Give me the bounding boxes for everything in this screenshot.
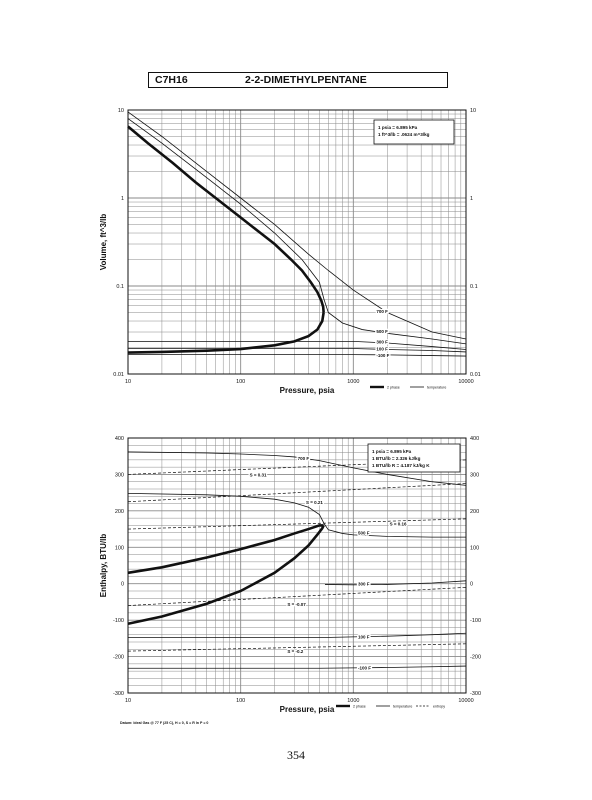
plot-frame [127, 437, 467, 694]
note-box [367, 443, 461, 473]
series-entropy [127, 483, 467, 503]
y-tick-label-left: 0.1 [116, 284, 124, 290]
x-tick-label: 10000 [458, 698, 473, 704]
y-tick-label-right: 100 [470, 545, 479, 551]
x-tick-label: 1000 [347, 698, 359, 704]
note-text: 1 BTU/lb R = 4.187 kJ/kg K [372, 463, 430, 468]
series-temperature [127, 118, 467, 345]
curve-label: -100 F [358, 666, 371, 671]
x-tick-label: 1000 [347, 379, 359, 385]
y-tick-label-left: -200 [113, 655, 124, 661]
x-tick-label: 10 [125, 379, 131, 385]
footnote: Datum: Ideal Gas @ 77 F (25 C), H = 0, S… [120, 721, 208, 725]
curve-label: S = -0.07 [287, 602, 306, 607]
x-tick-label: 10000 [458, 379, 473, 385]
page-number: 354 [287, 748, 305, 762]
y-tick-label-right: -100 [470, 618, 481, 624]
curve-label: 300 F [376, 339, 388, 344]
y-tick-label-left: -100 [113, 618, 124, 624]
series-temperature [127, 492, 466, 538]
series-temperature [128, 632, 467, 639]
y-tick-label-right: 200 [470, 509, 479, 515]
y-tick-label-left: 1 [121, 196, 124, 202]
legend-label: entropy [433, 705, 445, 709]
y-tick-label-left: 10 [118, 108, 124, 114]
curve-label: 500 F [376, 329, 388, 334]
x-axis-label: Pressure, psia [280, 386, 335, 395]
legend-label: temperature [427, 386, 446, 390]
note-text: 1 psia = 6.895 kPa [372, 449, 412, 454]
series-2-phase [127, 312, 325, 354]
y-tick-label-right: 400 [470, 436, 479, 442]
note-box [373, 119, 455, 145]
chemical-formula: C7H16 [155, 74, 188, 86]
curve-label: 300 F [358, 582, 370, 587]
series-temperature [127, 451, 467, 486]
plot-frame [127, 109, 467, 375]
curve-label: S = 0.21 [306, 500, 323, 505]
y-tick-label-right: 1 [470, 196, 473, 202]
y-tick-label-left: 400 [115, 436, 124, 442]
series-entropy [127, 518, 467, 530]
series-entropy [127, 587, 467, 606]
curve-label: S = 0.16 [390, 522, 407, 527]
series-temperature [128, 348, 467, 353]
series-2-phase [127, 125, 325, 313]
legend-label: 2 phase [387, 386, 400, 390]
y-axis-label: Volume, ft^3/lb [99, 214, 108, 271]
x-tick-label: 10 [125, 698, 131, 704]
y-tick-label-right: 0.01 [470, 372, 481, 378]
y-tick-label-left: 300 [115, 472, 124, 478]
series-entropy [127, 643, 467, 652]
series-2-phase [127, 524, 324, 575]
y-tick-label-left: 0 [121, 582, 124, 588]
plot-area [128, 438, 466, 693]
y-tick-label-right: 0 [470, 582, 473, 588]
y-tick-label-left: 200 [115, 509, 124, 515]
x-tick-label: 100 [236, 698, 245, 704]
series-temperature [324, 580, 467, 586]
chart-title-box: C7H16 2-2-DIMETHYLPENTANE [148, 72, 448, 88]
curve-label: 100 F [358, 635, 370, 640]
curve-label: S = 0.31 [250, 472, 267, 477]
series-temperature [128, 340, 467, 350]
y-tick-label-right: 0.1 [470, 284, 478, 290]
note-text: 1 ft^3/lb = .0624 m^3/kg [378, 132, 430, 137]
y-axis-label: Enthalpy, BTU/lb [99, 534, 108, 598]
curve-label: 100 F [376, 346, 388, 351]
x-axis-label: Pressure, psia [280, 705, 335, 714]
compound-name: 2-2-DIMETHYLPENTANE [245, 74, 367, 86]
legend-label: 2 phase [353, 705, 366, 709]
note-text: 1 BTU/lb = 2.326 kJ/kg [372, 456, 421, 461]
y-tick-label-left: 100 [115, 545, 124, 551]
series-2-phase [127, 524, 325, 626]
curve-label: 500 F [358, 531, 370, 536]
curve-label: 700 F [376, 309, 388, 314]
series-temperature [128, 354, 467, 357]
curve-label: 700 F [298, 456, 310, 461]
y-tick-label-left: -300 [113, 691, 124, 697]
series-temperature [128, 665, 467, 669]
y-tick-label-right: 300 [470, 472, 479, 478]
y-tick-label-right: 10 [470, 108, 476, 114]
series-temperature [127, 111, 467, 340]
y-tick-label-right: -300 [470, 691, 481, 697]
curve-label: S = -0.2 [287, 649, 303, 654]
note-text: 1 psia = 6.895 kPa [378, 125, 418, 130]
curve-label: -100 F [376, 353, 389, 358]
y-tick-label-left: 0.01 [113, 372, 124, 378]
x-tick-label: 100 [236, 379, 245, 385]
legend-label: temperature [393, 705, 412, 709]
y-tick-label-right: -200 [470, 655, 481, 661]
